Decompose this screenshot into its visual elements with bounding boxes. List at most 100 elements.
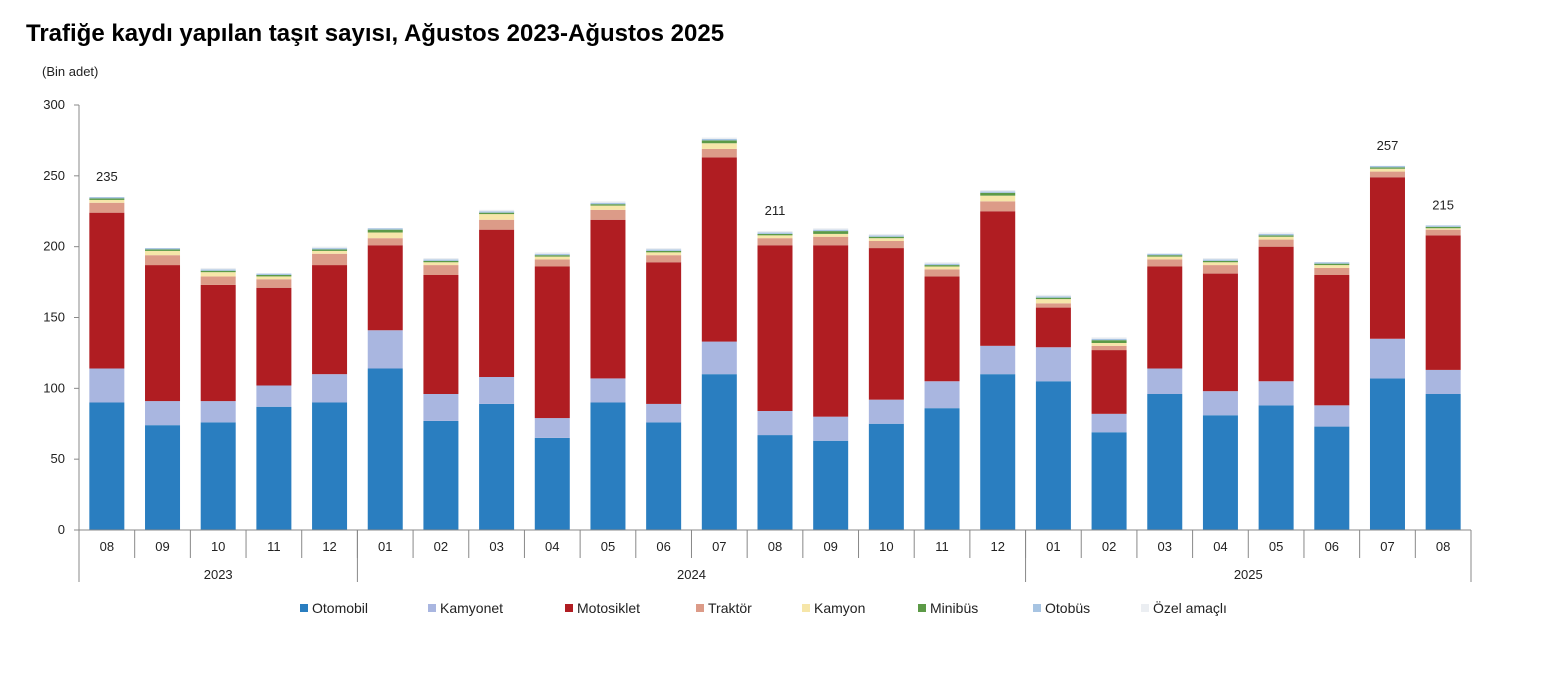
bar-segment bbox=[701, 140, 737, 144]
bar-segment bbox=[200, 422, 236, 530]
bar-segment bbox=[367, 232, 403, 239]
bar-segment bbox=[479, 209, 515, 212]
bar-segment bbox=[89, 197, 125, 199]
bar-segment bbox=[1425, 228, 1461, 230]
bar-segment bbox=[1091, 345, 1127, 351]
x-tick-label: 11 bbox=[935, 539, 949, 554]
x-tick-label: 04 bbox=[1213, 539, 1227, 554]
bar-segment bbox=[924, 262, 960, 264]
bar-segment bbox=[1091, 338, 1127, 341]
bar-segment bbox=[646, 250, 682, 253]
bar-segment bbox=[1258, 236, 1294, 240]
y-tick-label: 150 bbox=[43, 310, 65, 325]
x-tick-label: 10 bbox=[879, 539, 893, 554]
bar-segment bbox=[1147, 255, 1183, 257]
bar-segment bbox=[813, 416, 849, 441]
data-label: 235 bbox=[96, 169, 118, 184]
bar-segment bbox=[757, 232, 793, 234]
chart-title: Trafiğe kaydı yapılan taşıt sayısı, Ağus… bbox=[26, 20, 725, 47]
legend-label: Kamyonet bbox=[440, 600, 503, 616]
bar-segment bbox=[590, 219, 626, 379]
bar-segment bbox=[367, 330, 403, 369]
bar-segment bbox=[1202, 415, 1238, 530]
bar-segment bbox=[1035, 299, 1071, 304]
bar-segment bbox=[813, 231, 849, 234]
bar-segment bbox=[312, 248, 348, 250]
bar-segment bbox=[980, 201, 1016, 212]
bar-segment bbox=[646, 249, 682, 251]
data-label: 211 bbox=[765, 203, 786, 218]
bar-segment bbox=[200, 269, 236, 271]
bar-segment bbox=[590, 204, 626, 206]
x-tick-label: 01 bbox=[1046, 539, 1060, 554]
bar-segment bbox=[534, 259, 570, 267]
bar-segment bbox=[312, 249, 348, 251]
bar-segment bbox=[1091, 337, 1127, 339]
bar-segment bbox=[423, 265, 459, 275]
bar-segment bbox=[1147, 253, 1183, 256]
legend-swatch bbox=[428, 604, 436, 612]
bar-segment bbox=[1258, 405, 1294, 530]
legend-swatch bbox=[696, 604, 704, 612]
year-label: 2025 bbox=[1234, 567, 1263, 582]
bar-segment bbox=[1425, 235, 1461, 370]
bar-segment bbox=[701, 341, 737, 375]
x-tick-label: 08 bbox=[1436, 539, 1450, 554]
legend-label: Otobüs bbox=[1045, 600, 1090, 616]
x-tick-label: 08 bbox=[768, 539, 782, 554]
legend-swatch bbox=[565, 604, 573, 612]
bar-segment bbox=[89, 402, 125, 530]
x-tick-label: 02 bbox=[434, 539, 448, 554]
bar-segment bbox=[757, 411, 793, 436]
bar-segment bbox=[924, 408, 960, 530]
bar-segment bbox=[590, 402, 626, 530]
bar-segment bbox=[868, 423, 904, 530]
bar-segment bbox=[924, 276, 960, 382]
bar-segment bbox=[1425, 226, 1461, 229]
bar-segment bbox=[701, 157, 737, 342]
x-tick-label: 06 bbox=[1325, 539, 1339, 554]
bar-segment bbox=[1314, 262, 1350, 264]
bar-segment bbox=[200, 272, 236, 277]
bar-segment bbox=[590, 202, 626, 205]
bar-segment bbox=[646, 252, 682, 256]
bar-segment bbox=[1091, 340, 1127, 343]
bar-segment bbox=[1314, 275, 1350, 406]
legend-swatch bbox=[1033, 604, 1041, 612]
bar-segment bbox=[200, 276, 236, 285]
bar-segment bbox=[1202, 259, 1238, 261]
bar-segment bbox=[980, 190, 1016, 192]
bar-segment bbox=[1035, 307, 1071, 348]
bar-segment bbox=[1035, 297, 1071, 300]
bar-segment bbox=[701, 139, 737, 141]
bar-segment bbox=[1258, 246, 1294, 382]
bar-segment bbox=[1369, 168, 1405, 172]
bar-segment bbox=[1425, 369, 1461, 394]
x-tick-label: 12 bbox=[322, 539, 336, 554]
bar-segment bbox=[145, 265, 181, 402]
bar-segment bbox=[813, 228, 849, 230]
bar-segment bbox=[1369, 338, 1405, 379]
year-label: 2024 bbox=[677, 567, 706, 582]
bar-segment bbox=[646, 403, 682, 423]
bar-segment bbox=[980, 374, 1016, 530]
bar-segment bbox=[312, 374, 348, 403]
bar-segment bbox=[1091, 413, 1127, 433]
bar-segment bbox=[89, 198, 125, 200]
bar-segment bbox=[1035, 381, 1071, 530]
bar-segment bbox=[813, 236, 849, 246]
bar-segment bbox=[534, 437, 570, 530]
bar-segment bbox=[701, 148, 737, 158]
bar-segment bbox=[367, 228, 403, 230]
bar-segment bbox=[868, 399, 904, 424]
y-tick-label: 300 bbox=[43, 97, 65, 112]
legend-label: Otomobil bbox=[312, 600, 368, 616]
bar-segment bbox=[1425, 225, 1461, 227]
x-tick-label: 04 bbox=[545, 539, 559, 554]
bar-segment bbox=[868, 241, 904, 249]
bar-segment bbox=[1202, 273, 1238, 392]
data-label: 257 bbox=[1377, 138, 1399, 153]
bar-segment bbox=[367, 245, 403, 331]
bar-segment bbox=[590, 378, 626, 403]
bar-segment bbox=[757, 238, 793, 246]
